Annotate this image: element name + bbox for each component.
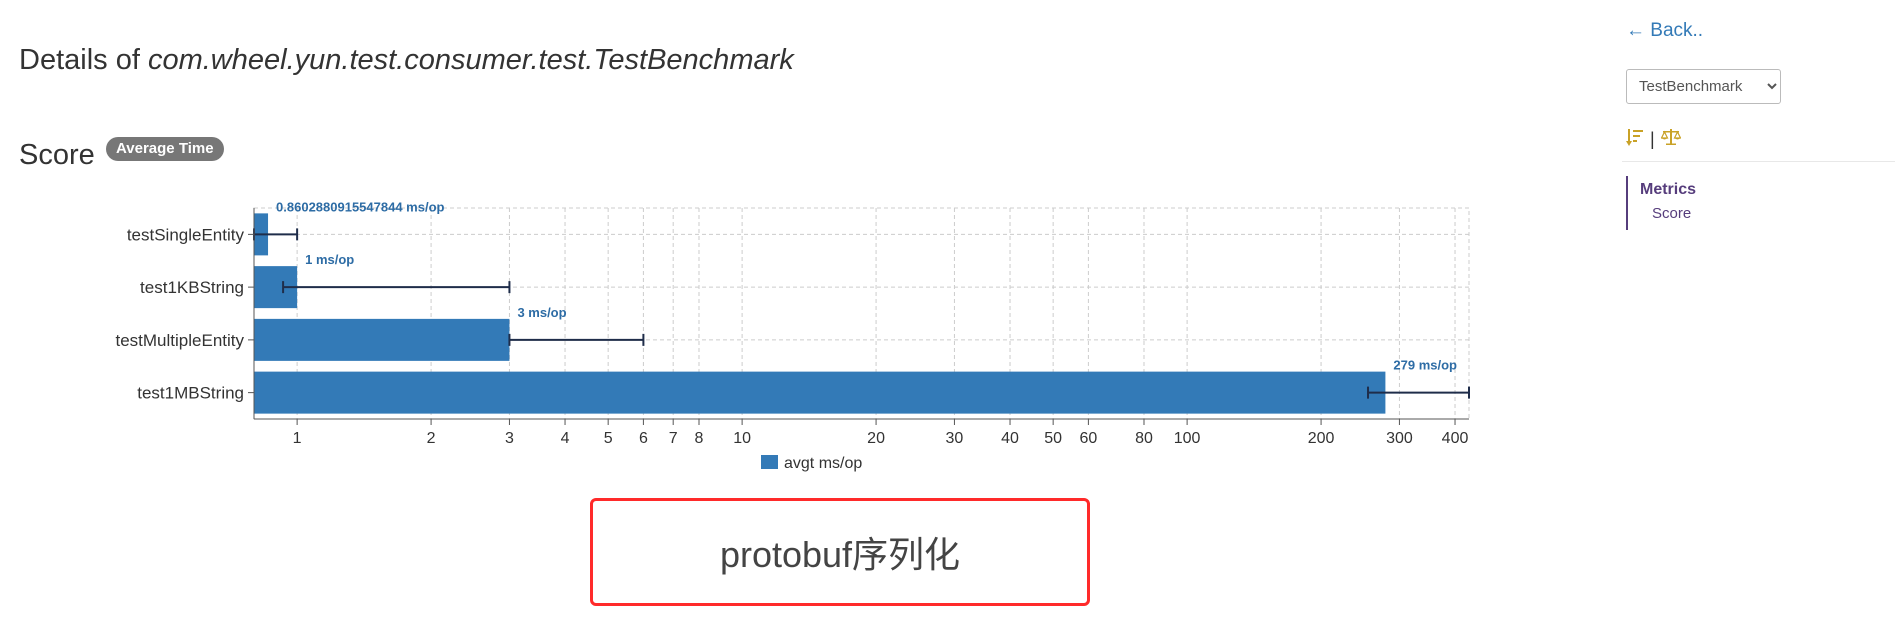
toc-metrics-link[interactable]: Metrics [1640,181,1697,198]
back-link[interactable]: ← Back.. [1626,20,1704,41]
mode-badge: Average Time [106,137,224,161]
x-tick-label: 200 [1308,430,1335,447]
x-tick-label: 30 [946,430,964,447]
x-tick-label: 10 [733,430,751,447]
balance-scale-icon[interactable] [1660,128,1682,151]
score-heading: Score [19,139,95,171]
title-class-name: com.wheel.yun.test.consumer.test.TestBen… [147,44,794,76]
x-tick-label: 1 [293,430,302,447]
bar [254,318,510,361]
chart-bars: 0.8602880915547844 ms/op 1 ms/op 3 ms/op 27… [253,199,1470,414]
x-tick-label: 60 [1079,430,1097,447]
x-tick-label: 50 [1044,430,1062,447]
legend-swatch [761,455,778,469]
benchmark-select[interactable]: TestBenchmark [1626,69,1781,104]
category-label: testSingleEntity [127,225,245,244]
chart-axes: testSingleEntity test1KBString testMultipl… [116,208,1469,447]
x-tick-label: 40 [1001,430,1019,447]
x-tick-label: 4 [561,430,570,447]
data-label: 3 ms/op [517,305,566,320]
x-tick-label: 300 [1386,430,1413,447]
page-title: Details of com.wheel.yun.test.consumer.t… [19,44,794,77]
legend-label: avgt ms/op [784,455,862,472]
x-tick-label: 6 [639,430,648,447]
data-label: 0.8602880915547844 ms/op [276,199,444,214]
category-label: test1KBString [140,278,244,297]
caption-box: protobuf序列化 [590,498,1090,606]
score-chart: 0.8602880915547844 ms/op1 ms/op3 ms/op27… [116,199,1470,472]
x-tick-label: 8 [695,430,704,447]
sort-amount-icon[interactable] [1626,127,1644,152]
x-tick-label: 2 [427,430,436,447]
chart-controls: | [1626,127,1682,152]
x-tick-label: 3 [505,430,514,447]
category-label: testMultipleEntity [116,331,245,350]
toc-score-link[interactable]: Score [1652,205,1692,222]
category-label: test1MBString [137,384,244,403]
table-of-contents: Metrics Score [1626,176,1826,230]
sidebar-divider [1622,161,1895,162]
data-label: 1 ms/op [305,252,354,267]
caption-text: protobuf序列化 [719,534,961,575]
title-prefix: Details of [19,44,148,76]
bar [254,371,1386,414]
data-label: 279 ms/op [1393,358,1457,373]
x-tick-label: 20 [867,430,885,447]
x-tick-label: 80 [1135,430,1153,447]
chart-legend: avgt ms/op [761,455,862,472]
x-tick-label: 5 [604,430,613,447]
x-tick-label: 100 [1174,430,1201,447]
x-tick-label: 7 [669,430,678,447]
x-tick-label: 400 [1442,430,1469,447]
control-separator: | [1650,129,1655,149]
